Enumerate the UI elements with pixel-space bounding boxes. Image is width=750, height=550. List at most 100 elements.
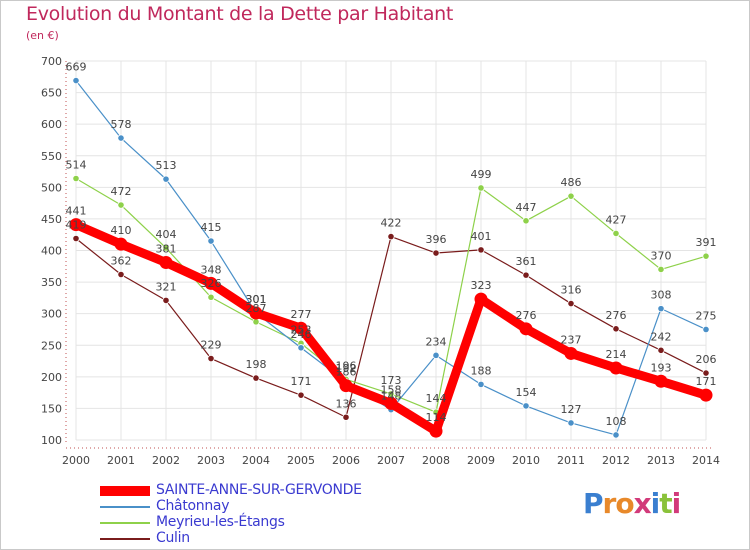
x-tick-label: 2014 — [692, 454, 720, 467]
data-point — [204, 276, 218, 290]
data-point — [207, 237, 215, 245]
data-label: 158 — [381, 383, 402, 396]
y-tick-label: 700 — [41, 55, 62, 68]
data-point — [519, 322, 533, 336]
data-point — [522, 402, 530, 410]
data-label: 669 — [66, 61, 87, 74]
data-point — [567, 419, 575, 427]
data-label: 321 — [156, 280, 177, 293]
data-point — [657, 265, 665, 274]
data-label: 229 — [201, 339, 222, 352]
data-point — [117, 201, 125, 209]
data-label: 578 — [111, 118, 132, 131]
data-label: 404 — [156, 228, 177, 241]
y-tick-label: 200 — [41, 371, 62, 384]
data-label: 136 — [336, 397, 357, 410]
x-tick-label: 2008 — [422, 454, 450, 467]
data-label: 370 — [651, 249, 672, 262]
data-label: 275 — [696, 309, 717, 322]
data-label: 362 — [111, 255, 132, 268]
data-point — [477, 184, 485, 192]
data-point — [159, 256, 173, 270]
x-tick-label: 2007 — [377, 454, 405, 467]
data-label: 441 — [66, 205, 87, 218]
data-point — [72, 76, 80, 85]
y-tick-label: 400 — [41, 245, 62, 258]
legend-swatch — [100, 486, 150, 496]
data-label: 401 — [471, 230, 492, 243]
data-point — [207, 354, 215, 363]
y-tick-label: 350 — [41, 276, 62, 289]
data-point — [72, 234, 80, 243]
x-tick-label: 2006 — [332, 454, 360, 467]
x-tick-label: 2004 — [242, 454, 270, 467]
data-point — [297, 391, 305, 399]
legend-label: Culin — [156, 530, 190, 546]
x-tick-label: 2002 — [152, 454, 180, 467]
data-label: 410 — [111, 224, 132, 237]
data-label: 127 — [561, 403, 582, 416]
data-label: 361 — [516, 255, 537, 268]
data-point — [612, 325, 620, 333]
axes: 100 150 200 250 300 350 400 450 500 550 600 650 700 2… — [41, 55, 720, 467]
data-point — [522, 271, 530, 279]
data-label: 308 — [651, 289, 672, 302]
legend-label: Meyrieu-les-Étangs — [156, 514, 285, 530]
line-chart: 100 150 200 250 300 350 400 450 500 550 600 650 700 2… — [41, 55, 720, 467]
data-label: 396 — [426, 233, 447, 246]
data-label: 242 — [651, 330, 672, 343]
x-tick-label: 2003 — [197, 454, 225, 467]
data-point — [429, 424, 443, 438]
x-tick-label: 2011 — [557, 454, 585, 467]
data-point — [387, 233, 395, 241]
data-label: 276 — [606, 309, 627, 322]
data-label: 514 — [66, 158, 87, 171]
data-label: 447 — [516, 201, 537, 214]
data-label: 234 — [426, 335, 447, 348]
data-label: 513 — [156, 159, 177, 172]
y-tick-label: 300 — [41, 308, 62, 321]
legend-swatch — [100, 506, 150, 508]
data-label: 171 — [696, 375, 717, 388]
data-point — [657, 346, 665, 354]
data-label: 206 — [696, 353, 717, 366]
data-label: 316 — [561, 284, 582, 297]
data-label: 422 — [381, 217, 402, 230]
data-point — [609, 361, 623, 375]
data-point — [162, 244, 170, 252]
data-label: 415 — [201, 221, 222, 234]
data-label: 171 — [291, 375, 312, 388]
x-tick-label: 2009 — [467, 454, 495, 467]
data-point — [612, 431, 620, 439]
data-label: 419 — [66, 218, 87, 231]
data-point — [432, 249, 440, 257]
data-point — [612, 229, 620, 238]
data-point — [339, 379, 353, 393]
data-label: 237 — [561, 333, 582, 346]
data-label: 486 — [561, 176, 582, 189]
y-tick-label: 550 — [41, 150, 62, 163]
y-tick-label: 500 — [41, 181, 62, 194]
data-label: 186 — [336, 366, 357, 379]
data-point — [249, 306, 263, 320]
data-label: 277 — [291, 308, 312, 321]
data-point — [69, 218, 83, 232]
data-label: 214 — [606, 348, 627, 361]
data-point — [207, 293, 215, 301]
data-point — [252, 318, 260, 326]
data-point — [477, 380, 485, 389]
data-point — [117, 270, 125, 279]
data-label: 276 — [516, 309, 537, 322]
data-label: 391 — [696, 236, 717, 249]
x-tick-label: 2010 — [512, 454, 540, 467]
x-tick-label: 2005 — [287, 454, 315, 467]
data-point — [564, 346, 578, 360]
data-label: 188 — [471, 364, 492, 377]
data-point — [117, 134, 125, 142]
data-label: 108 — [606, 415, 627, 428]
y-tick-label: 100 — [41, 434, 62, 447]
data-point — [384, 396, 398, 410]
x-tick-label: 2012 — [602, 454, 630, 467]
x-tick-label: 2001 — [107, 454, 135, 467]
data-label: 323 — [471, 279, 492, 292]
